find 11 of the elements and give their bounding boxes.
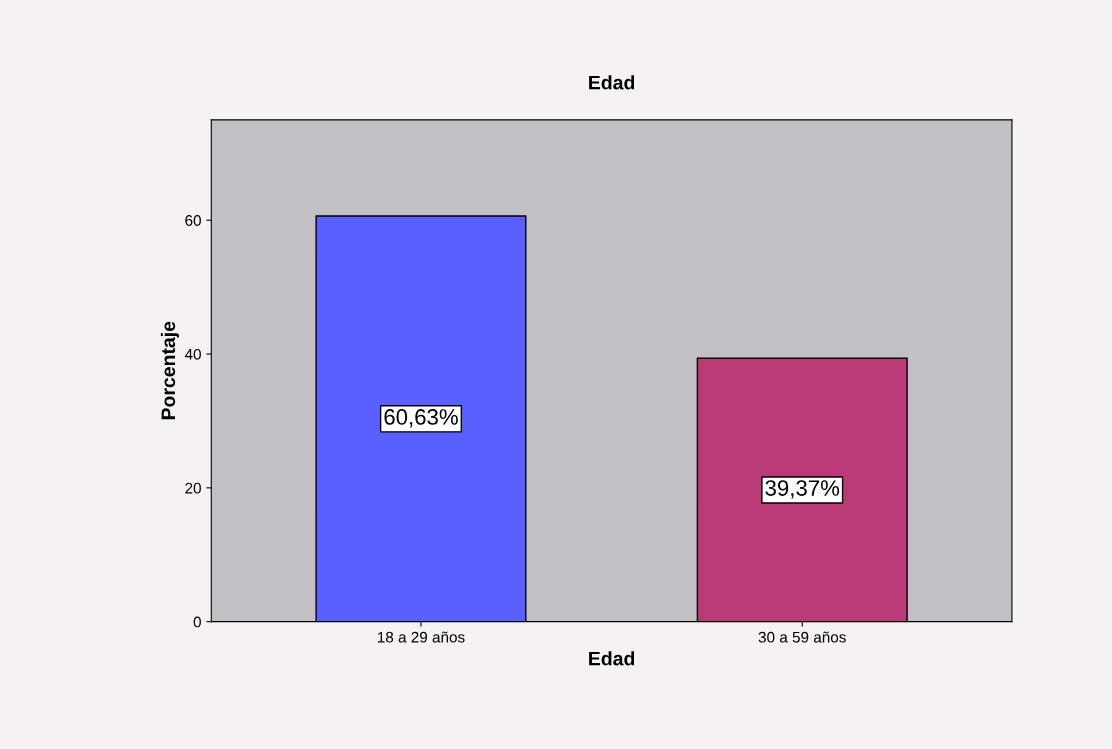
data-label: 60,63% <box>384 409 458 428</box>
x-tick-label: 30 a 59 años <box>758 631 846 643</box>
y-tick-label: 40 <box>184 348 201 360</box>
y-tick-label: 20 <box>185 482 201 494</box>
data-label: 39,37% <box>765 480 840 499</box>
y-axis-title: Porcentaje <box>160 321 180 420</box>
x-axis-title: Edad <box>589 651 635 666</box>
y-tick-label: 60 <box>185 215 201 226</box>
x-tick-label: 18 a 29 años <box>377 631 465 643</box>
y-tick-label: 0 <box>193 616 201 628</box>
chart-title: Edad <box>589 75 635 90</box>
